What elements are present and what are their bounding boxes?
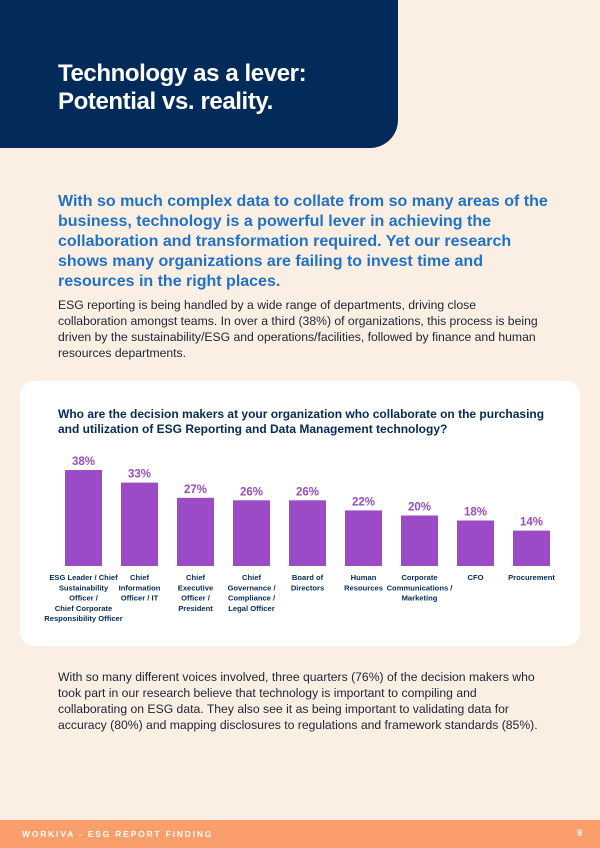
bar-3 xyxy=(233,500,270,566)
category-label: Chief Information Officer / IT xyxy=(119,573,161,603)
bar-value-label: 18% xyxy=(464,507,487,519)
bar-value-label: 26% xyxy=(296,486,319,498)
title-banner: Technology as a lever: Potential vs. rea… xyxy=(0,0,398,148)
category-label: CFO xyxy=(467,573,483,582)
category-label: ESG Leader / Chief Sustainability Officer … xyxy=(44,573,123,623)
bar-7 xyxy=(457,520,494,566)
bar-chart: 38% ESG Leader / Chief Sustainability Offic… xyxy=(44,456,555,623)
footer-brand: WORKIVA - ESG REPORT FINDING xyxy=(22,829,214,839)
category-label: Corporate Communications / Marketing xyxy=(387,573,454,603)
chart-title: Who are the decision makers at your orga… xyxy=(58,407,545,436)
category-label: Procurement xyxy=(508,573,555,582)
bar-1 xyxy=(121,482,158,566)
chart-card: Who are the decision makers at your orga… xyxy=(20,381,580,646)
bar-6 xyxy=(401,515,438,566)
bar-8 xyxy=(513,530,550,566)
page-title-line-1: Technology as a lever: xyxy=(58,60,307,87)
bar-5 xyxy=(345,510,382,566)
bar-value-label: 33% xyxy=(128,469,151,481)
bar-value-label: 14% xyxy=(520,517,543,529)
category-label: Human Resources xyxy=(344,573,383,592)
bar-value-label: 27% xyxy=(184,484,207,496)
intro-paragraph: ESG reporting is being handled by a wide… xyxy=(58,298,538,360)
bar-value-label: 20% xyxy=(408,502,431,514)
lead-paragraph: With so much complex data to collate fro… xyxy=(58,193,548,290)
page-number: 9 xyxy=(576,828,582,838)
bar-value-label: 26% xyxy=(240,486,263,498)
category-label: Chief Executive Officer / President xyxy=(178,573,214,613)
bar-value-label: 22% xyxy=(352,496,375,508)
bar-value-label: 38% xyxy=(72,456,95,468)
page-title: Technology as a lever: Potential vs. rea… xyxy=(58,60,307,116)
page-title-line-2: Potential vs. reality. xyxy=(58,88,273,115)
bar-2 xyxy=(177,497,214,566)
category-label: Chief Governance / Compliance / Legal Offic… xyxy=(227,573,276,613)
bar-0 xyxy=(65,470,102,566)
bar-4 xyxy=(289,500,326,566)
closing-paragraph: With so many different voices involved, … xyxy=(58,670,538,732)
footer-bar: WORKIVA - ESG REPORT FINDING 9 xyxy=(0,820,600,848)
category-label: Board of Directors xyxy=(291,573,324,592)
